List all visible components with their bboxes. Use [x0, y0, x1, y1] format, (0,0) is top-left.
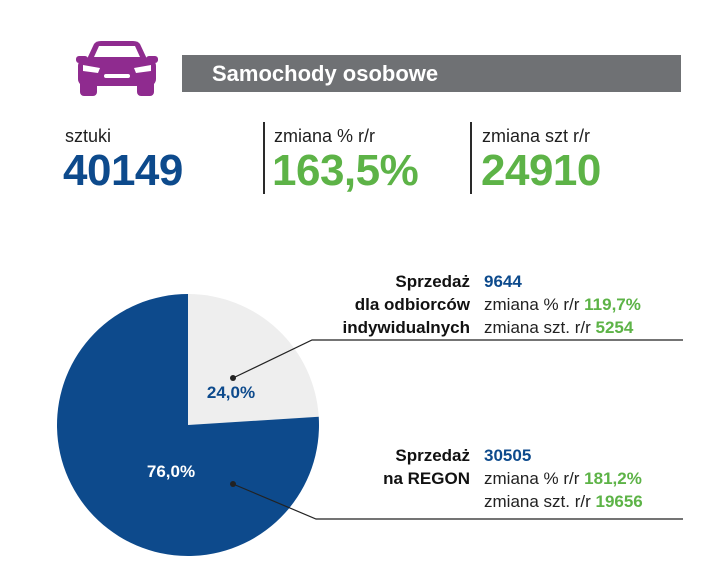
legend-title-regon: Sprzedaż na REGON — [270, 444, 470, 490]
legend-szt-value-regon: 19656 — [595, 492, 643, 511]
legend-values-regon: 30505 zmiana % r/r 181,2% zmiana szt. r/… — [484, 444, 643, 513]
legend-title-line: Sprzedaż — [395, 446, 470, 465]
leader-dot-regon — [230, 481, 236, 487]
stat-value-sztuki: 40149 — [63, 146, 183, 195]
stat-divider — [263, 122, 265, 194]
pie-slice — [57, 294, 320, 556]
stat-value-zmiana-szt: 24910 — [481, 146, 601, 195]
legend-pct-label: zmiana % r/r — [484, 295, 580, 314]
legend-title-line: dla odbiorców — [354, 295, 470, 314]
legend-pct-value-regon: 181,2% — [584, 469, 642, 488]
stat-label-zmiana-szt: zmiana szt r/r — [482, 126, 591, 146]
pie-slice — [188, 294, 319, 425]
stat-label-zmiana-procent: zmiana % r/r — [274, 126, 376, 146]
legend-szt-value-indywidualni: 5254 — [595, 318, 634, 337]
legend-count-regon: 30505 — [484, 446, 532, 465]
stat-value-zmiana-procent: 163,5% — [272, 146, 419, 195]
legend-title-indywidualni: Sprzedaż dla odbiorców indywidualnych — [270, 270, 470, 339]
car-icon — [76, 41, 158, 96]
page-title: Samochody osobowe — [212, 61, 439, 86]
legend-szt-label: zmiana szt. r/r — [484, 492, 591, 511]
legend-title-line: na REGON — [383, 469, 470, 488]
legend-szt-label: zmiana szt. r/r — [484, 318, 591, 337]
pie-slice-label: 24,0% — [207, 383, 255, 402]
pie-slice-label: 76,0% — [147, 462, 195, 481]
legend-title-line: indywidualnych — [342, 318, 470, 337]
leader-dot-indywidualni — [230, 375, 236, 381]
legend-title-line: Sprzedaż — [395, 272, 470, 291]
leader-line-indywidualni — [232, 339, 683, 379]
legend-pct-value-indywidualni: 119,7% — [584, 295, 641, 314]
legend-count-indywidualni: 9644 — [484, 272, 522, 291]
title-bar — [182, 55, 681, 92]
legend-values-indywidualni: 9644 zmiana % r/r 119,7% zmiana szt. r/r… — [484, 270, 641, 339]
legend-pct-label: zmiana % r/r — [484, 469, 580, 488]
stat-label-sztuki: sztuki — [65, 126, 112, 146]
stat-divider — [470, 122, 472, 194]
leader-line-regon — [232, 483, 683, 520]
